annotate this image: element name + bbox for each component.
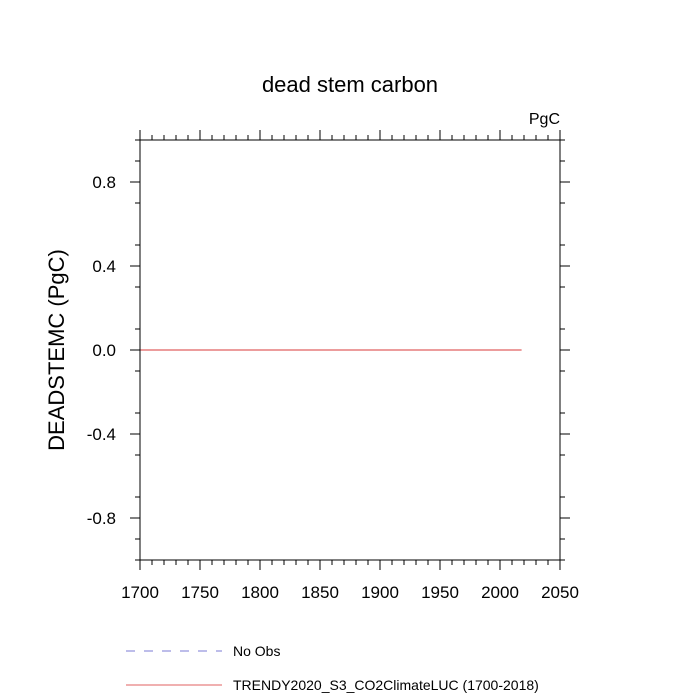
x-tick-label: 1950 — [421, 583, 459, 602]
x-tick-label: 1850 — [301, 583, 339, 602]
y-tick-label: -0.8 — [87, 509, 116, 528]
plot-frame — [139, 139, 561, 561]
x-tick-label: 2000 — [481, 583, 519, 602]
y-tick-label: -0.4 — [87, 425, 116, 444]
x-tick-label: 1800 — [241, 583, 279, 602]
x-tick-label: 2050 — [541, 583, 579, 602]
y-axis-label: DEADSTEMC (PgC) — [44, 249, 69, 451]
y-tick-label: 0.4 — [92, 257, 116, 276]
legend-label: No Obs — [233, 643, 280, 659]
chart-title: dead stem carbon — [262, 72, 438, 97]
units-label: PgC — [529, 111, 560, 128]
legend: No Obs TRENDY2020_S3_CO2ClimateLUC (1700-… — [126, 643, 539, 693]
x-tick-label: 1750 — [181, 583, 219, 602]
x-tick-label: 1900 — [361, 583, 399, 602]
legend-label: TRENDY2020_S3_CO2ClimateLUC (1700-2018) — [233, 677, 539, 693]
x-tick-label: 1700 — [121, 583, 159, 602]
y-tick-label: 0.8 — [92, 173, 116, 192]
axis-ticks: 1700 1750 1800 1850 1900 1950 2000 2050 -0.8 -0.4… — [87, 130, 579, 602]
y-tick-label: 0.0 — [92, 341, 116, 360]
